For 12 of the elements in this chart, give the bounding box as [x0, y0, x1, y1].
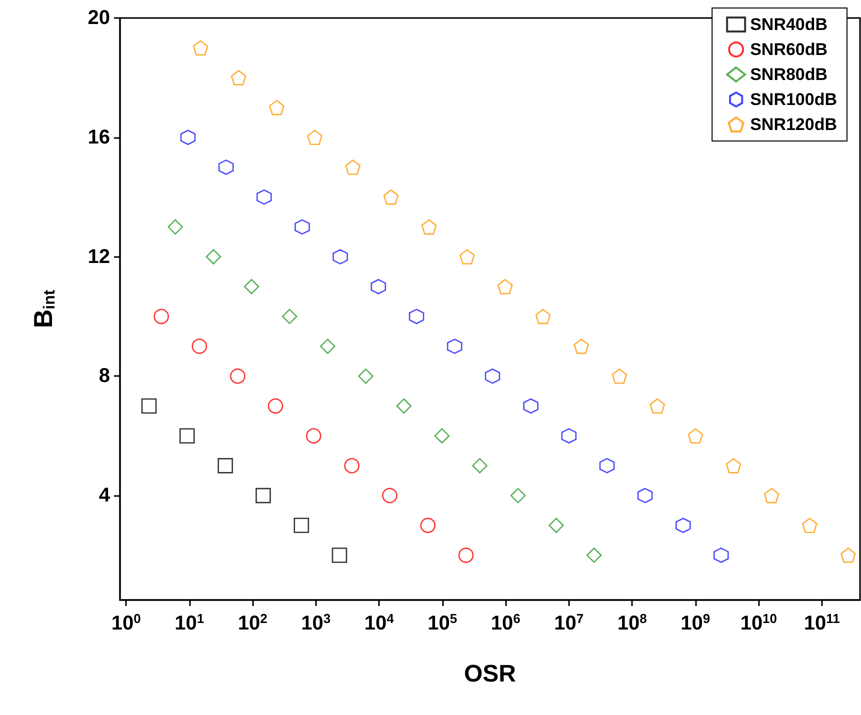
y-tick-label: 20: [88, 7, 110, 29]
legend-label: SNR80dB: [750, 65, 828, 84]
y-tick-label: 4: [98, 484, 111, 507]
legend-label: SNR40dB: [750, 15, 828, 34]
x-axis-title: OSR: [464, 660, 516, 688]
legend-label: SNR60dB: [750, 40, 828, 59]
legend-label: SNR100dB: [750, 90, 838, 109]
legend-label: SNR120dB: [750, 115, 838, 134]
y-tick-label: 12: [88, 246, 110, 268]
y-tick-label: 16: [88, 126, 110, 148]
y-tick-label: 8: [98, 365, 110, 388]
y-axis-title: Bint: [28, 289, 58, 328]
